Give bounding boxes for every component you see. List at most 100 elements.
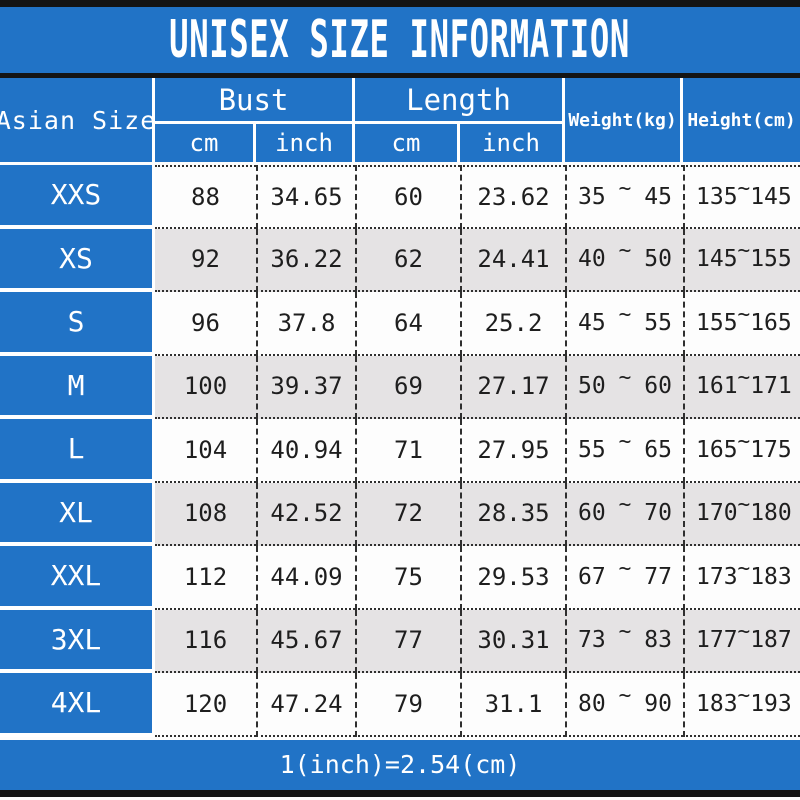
- table-header: Asian Size Bust Length Weight(kg) Height…: [0, 78, 800, 162]
- height-range-cell: 145 ~ 155: [683, 228, 800, 292]
- bust-cm-cell: 92: [155, 228, 256, 292]
- weight-range-cell: 73 ~ 83: [565, 609, 683, 673]
- table-row: XXS 88 34.65 60 23.62 35 ~ 45 135 ~ 145: [0, 165, 800, 229]
- height-max-value: 183: [750, 563, 792, 590]
- weight-min-value: 40: [578, 246, 606, 273]
- tilde-separator: ~: [737, 365, 751, 390]
- table-row: M 100 39.37 69 27.17 50 ~ 60 161 ~ 171: [0, 355, 800, 419]
- tilde-separator: ~: [618, 619, 632, 644]
- height-max-value: 145: [750, 183, 792, 210]
- tilde-separator: ~: [737, 301, 751, 326]
- length-cm-cell: 79: [355, 673, 460, 737]
- height-range-cell: 165 ~ 175: [683, 419, 800, 483]
- tilde-separator: ~: [737, 682, 751, 707]
- tilde-separator: ~: [737, 428, 751, 453]
- size-label-cell: XL: [0, 482, 155, 546]
- size-label-cell: S: [0, 292, 155, 356]
- weight-min-value: 55: [578, 436, 606, 463]
- size-label-cell: 4XL: [0, 673, 155, 737]
- size-label-cell: XXL: [0, 546, 155, 610]
- title-bar: UNISEX SIZE INFORMATION: [0, 7, 800, 73]
- weight-min-value: 60: [578, 500, 606, 527]
- bust-inch-cell: 36.22: [256, 228, 355, 292]
- table-row: 3XL 116 45.67 77 30.31 73 ~ 83 177 ~ 187: [0, 609, 800, 673]
- bust-inch-cell: 45.67: [256, 609, 355, 673]
- weight-max-value: 50: [644, 246, 672, 273]
- tilde-separator: ~: [618, 238, 632, 263]
- weight-range-cell: 45 ~ 55: [565, 292, 683, 356]
- size-label-cell: M: [0, 355, 155, 419]
- weight-max-value: 45: [644, 183, 672, 210]
- height-max-value: 165: [750, 309, 792, 336]
- table-row: L 104 40.94 71 27.95 55 ~ 65 165 ~ 175: [0, 419, 800, 483]
- tilde-separator: ~: [737, 619, 751, 644]
- length-inch-cell: 23.62: [460, 165, 565, 229]
- table-row: XS 92 36.22 62 24.41 40 ~ 50 145 ~ 155: [0, 228, 800, 292]
- height-max-value: 171: [750, 373, 792, 400]
- col-header-length: Length: [355, 78, 565, 124]
- length-inch-cell: 27.17: [460, 355, 565, 419]
- height-range-cell: 161 ~ 171: [683, 355, 800, 419]
- length-cm-cell: 60: [355, 165, 460, 229]
- weight-min-value: 73: [578, 627, 606, 654]
- col-header-length-cm: cm: [355, 124, 460, 162]
- weight-min-value: 50: [578, 373, 606, 400]
- bottom-border-bar: [0, 789, 800, 797]
- length-inch-cell: 28.35: [460, 482, 565, 546]
- weight-range-cell: 55 ~ 65: [565, 419, 683, 483]
- height-min-value: 173: [696, 563, 738, 590]
- height-min-value: 145: [696, 246, 738, 273]
- size-label-cell: XXS: [0, 165, 155, 229]
- bust-inch-cell: 42.52: [256, 482, 355, 546]
- col-header-bust: Bust: [155, 78, 355, 124]
- height-max-value: 187: [750, 627, 792, 654]
- size-label-cell: L: [0, 419, 155, 483]
- top-border-bar: [0, 0, 800, 7]
- col-header-bust-inch: inch: [256, 124, 355, 162]
- height-max-value: 180: [750, 500, 792, 527]
- tilde-separator: ~: [618, 175, 632, 200]
- size-label-cell: 3XL: [0, 609, 155, 673]
- height-range-cell: 170 ~ 180: [683, 482, 800, 546]
- bust-cm-cell: 88: [155, 165, 256, 229]
- length-inch-cell: 24.41: [460, 228, 565, 292]
- bust-cm-cell: 120: [155, 673, 256, 737]
- height-range-cell: 177 ~ 187: [683, 609, 800, 673]
- height-range-cell: 135 ~ 145: [683, 165, 800, 229]
- weight-min-value: 67: [578, 563, 606, 590]
- length-cm-cell: 69: [355, 355, 460, 419]
- height-min-value: 170: [696, 500, 738, 527]
- height-min-value: 165: [696, 436, 738, 463]
- conversion-note-bar: 1(inch)=2.54(cm): [0, 739, 800, 790]
- height-min-value: 183: [696, 690, 738, 717]
- col-header-length-inch: inch: [460, 124, 565, 162]
- weight-range-cell: 60 ~ 70: [565, 482, 683, 546]
- height-min-value: 161: [696, 373, 738, 400]
- bust-cm-cell: 96: [155, 292, 256, 356]
- weight-min-value: 80: [578, 690, 606, 717]
- tilde-separator: ~: [618, 682, 632, 707]
- size-table-body: XXS 88 34.65 60 23.62 35 ~ 45 135 ~ 145 …: [0, 165, 800, 737]
- col-header-asian-size: Asian Size: [0, 78, 155, 162]
- weight-max-value: 65: [644, 436, 672, 463]
- weight-max-value: 90: [644, 690, 672, 717]
- col-header-weight: Weight(kg): [565, 78, 683, 162]
- length-inch-cell: 31.1: [460, 673, 565, 737]
- bust-inch-cell: 44.09: [256, 546, 355, 610]
- tilde-separator: ~: [737, 238, 751, 263]
- tilde-separator: ~: [737, 175, 751, 200]
- length-inch-cell: 30.31: [460, 609, 565, 673]
- height-range-cell: 155 ~ 165: [683, 292, 800, 356]
- bust-cm-cell: 112: [155, 546, 256, 610]
- length-cm-cell: 64: [355, 292, 460, 356]
- length-inch-cell: 25.2: [460, 292, 565, 356]
- weight-max-value: 83: [644, 627, 672, 654]
- table-row: XXL 112 44.09 75 29.53 67 ~ 77 173 ~ 183: [0, 546, 800, 610]
- tilde-separator: ~: [618, 365, 632, 390]
- weight-range-cell: 67 ~ 77: [565, 546, 683, 610]
- bust-inch-cell: 47.24: [256, 673, 355, 737]
- weight-min-value: 45: [578, 309, 606, 336]
- tilde-separator: ~: [618, 428, 632, 453]
- tilde-separator: ~: [737, 492, 751, 517]
- length-cm-cell: 75: [355, 546, 460, 610]
